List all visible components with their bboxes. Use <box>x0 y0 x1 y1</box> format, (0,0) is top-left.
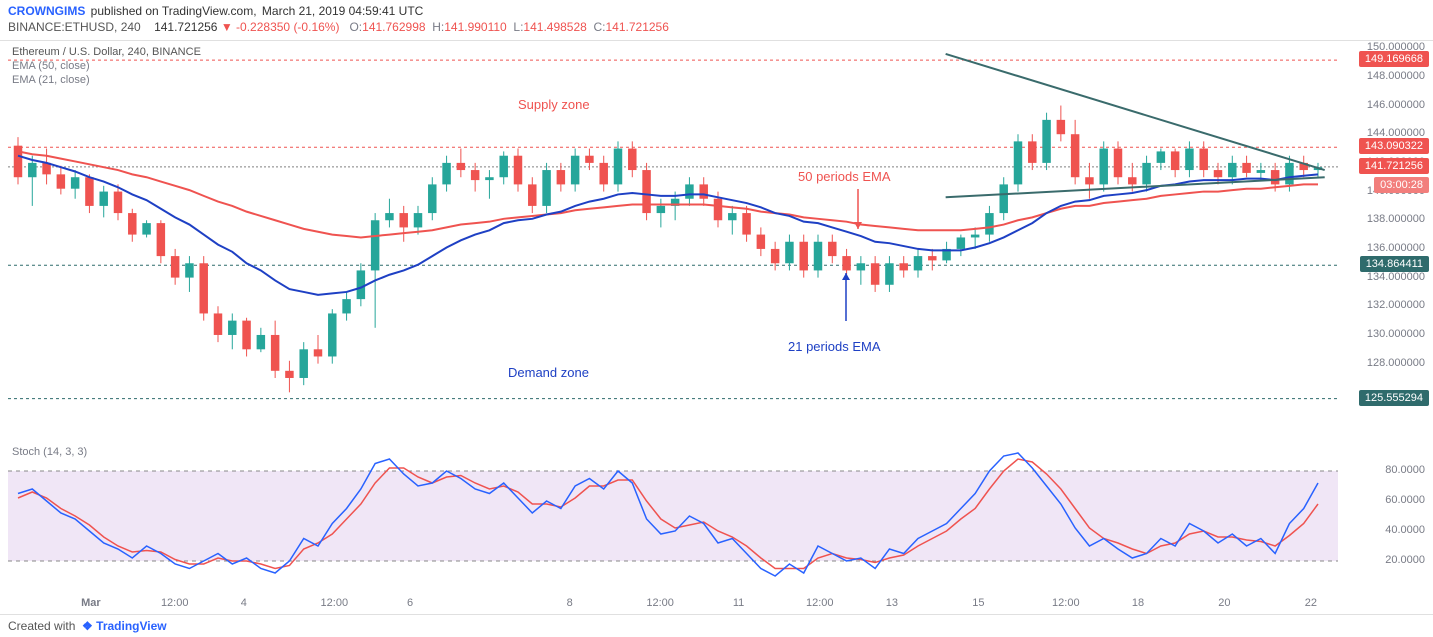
x-tick: 4 <box>241 597 247 609</box>
direction-icon: ▼ <box>221 20 233 34</box>
footer: Created with ❖ TradingView <box>0 614 1433 637</box>
y-tick: 148.000000 <box>1367 70 1425 82</box>
x-tick: 18 <box>1132 597 1144 609</box>
ohlc-high: 141.990110 <box>444 20 507 34</box>
stoch-legend: Stoch (14, 3, 3) <box>12 445 87 459</box>
price-label: 149.169668 <box>1359 51 1429 67</box>
y-tick: 40.0000 <box>1385 524 1425 536</box>
indicator-label-ema21: EMA (21, close) <box>12 73 201 87</box>
price-change-pct: (-0.16%) <box>293 20 339 34</box>
tradingview-logo-icon[interactable]: ❖ <box>79 619 96 633</box>
price-label: 134.864411 <box>1360 256 1429 272</box>
publish-timestamp: March 21, 2019 04:59:41 UTC <box>262 4 423 18</box>
chart-annotation: 50 periods EMA <box>798 169 891 184</box>
last-price: 141.721256 <box>154 20 217 34</box>
ohlc-low: 141.498528 <box>523 20 586 34</box>
symbol: BINANCE:ETHUSD <box>8 20 114 34</box>
price-chart-pane[interactable]: Ethereum / U.S. Dollar, 240, BINANCE EMA… <box>8 41 1338 421</box>
stoch-svg[interactable] <box>8 441 1338 591</box>
y-tick: 80.0000 <box>1385 464 1425 476</box>
price-label: 03:00:28 <box>1374 177 1429 193</box>
x-tick: 11 <box>733 597 744 609</box>
price-label: 143.090322 <box>1359 138 1429 154</box>
y-tick: 20.0000 <box>1385 554 1425 566</box>
main-legend: Ethereum / U.S. Dollar, 240, BINANCE EMA… <box>12 45 201 87</box>
x-tick: Mar <box>81 597 101 609</box>
y-tick: 136.000000 <box>1367 242 1425 254</box>
price-label: 125.555294 <box>1359 390 1429 406</box>
published-text: published on TradingView.com, <box>91 4 257 18</box>
y-tick: 132.000000 <box>1367 299 1425 311</box>
chart-title: Ethereum / U.S. Dollar, 240, BINANCE <box>12 45 201 59</box>
y-tick: 146.000000 <box>1367 99 1425 111</box>
chart-annotation: Demand zone <box>508 365 589 380</box>
price-change: -0.228350 <box>236 20 290 34</box>
stoch-y-axis: 80.0000 60.0000 40.0000 20.0000 <box>1338 441 1433 591</box>
footer-text: Created with <box>8 619 75 633</box>
chart-container[interactable]: Ethereum / U.S. Dollar, 240, BINANCE EMA… <box>0 41 1433 611</box>
y-tick: 60.0000 <box>1385 494 1425 506</box>
x-tick: 12:00 <box>1052 597 1080 609</box>
author-name[interactable]: CROWNGIMS <box>8 4 85 18</box>
stoch-label: Stoch (14, 3, 3) <box>12 445 87 459</box>
ohlc-open: 141.762998 <box>362 20 425 34</box>
y-tick: 128.000000 <box>1367 357 1425 369</box>
chart-header: CROWNGIMS published on TradingView.com, … <box>0 0 1433 41</box>
tradingview-logo-text[interactable]: TradingView <box>96 619 166 633</box>
price-chart-svg[interactable] <box>8 41 1338 421</box>
x-tick: 6 <box>407 597 413 609</box>
ohlc-close: 141.721256 <box>606 20 669 34</box>
indicator-label-ema50: EMA (50, close) <box>12 59 201 73</box>
price-y-axis: 150.000000148.000000146.000000144.000000… <box>1338 41 1433 421</box>
y-tick: 134.000000 <box>1367 271 1425 283</box>
interval: 240 <box>121 20 141 34</box>
x-tick: 12:00 <box>806 597 834 609</box>
x-tick: 12:00 <box>646 597 674 609</box>
stoch-pane[interactable]: Stoch (14, 3, 3) <box>8 441 1338 591</box>
price-label: 141.721256 <box>1359 158 1429 174</box>
x-tick: 15 <box>972 597 984 609</box>
x-tick: 12:00 <box>161 597 189 609</box>
x-tick: 22 <box>1305 597 1317 609</box>
chart-annotation: 21 periods EMA <box>788 339 881 354</box>
y-tick: 130.000000 <box>1367 328 1425 340</box>
x-tick: 12:00 <box>321 597 349 609</box>
chart-annotation: Supply zone <box>518 97 590 112</box>
x-tick: 13 <box>886 597 898 609</box>
y-tick: 138.000000 <box>1367 213 1425 225</box>
x-tick: 20 <box>1218 597 1230 609</box>
x-tick: 8 <box>567 597 573 609</box>
